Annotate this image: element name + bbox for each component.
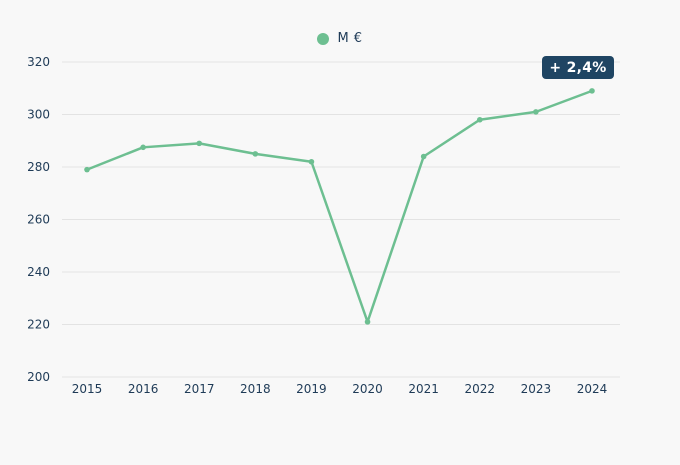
x-tick-label: 2017 [184,382,215,396]
data-point [252,151,259,157]
y-tick-label: 200 [27,370,50,384]
y-axis-ticks: 200 220 240 260 280 300 320 [27,55,50,384]
x-tick-label: 2022 [465,382,496,396]
data-point [589,88,595,94]
x-tick-label: 2015 [72,382,103,396]
y-tick-label: 220 [27,318,50,332]
data-point [420,153,427,160]
x-tick-label: 2021 [408,382,439,396]
x-tick-label: 2018 [240,382,271,396]
x-tick-label: 2016 [128,382,159,396]
x-axis-ticks: 2015 2016 2017 2018 2019 2020 2021 2022 2023 2024 [72,382,608,396]
data-point [308,158,315,165]
series [84,88,595,325]
growth-badge: + 2,4% [542,56,614,79]
legend: M € [0,31,680,46]
y-tick-label: 280 [27,160,50,174]
data-point [476,116,483,123]
data-point [196,140,203,147]
legend-marker-icon [317,32,330,45]
series-line [86,89,593,324]
y-tick-label: 320 [27,55,50,69]
y-tick-label: 240 [27,265,50,279]
data-point [84,166,90,173]
legend-label: M € [337,31,363,46]
y-tick-label: 260 [27,213,50,227]
data-point [140,144,146,151]
data-point [364,319,371,325]
data-point [533,109,539,115]
x-tick-label: 2024 [577,382,608,396]
x-tick-label: 2019 [296,382,327,396]
y-tick-label: 300 [27,108,50,122]
x-tick-label: 2020 [352,382,383,396]
grid-lines [62,61,620,378]
x-tick-label: 2023 [521,382,552,396]
